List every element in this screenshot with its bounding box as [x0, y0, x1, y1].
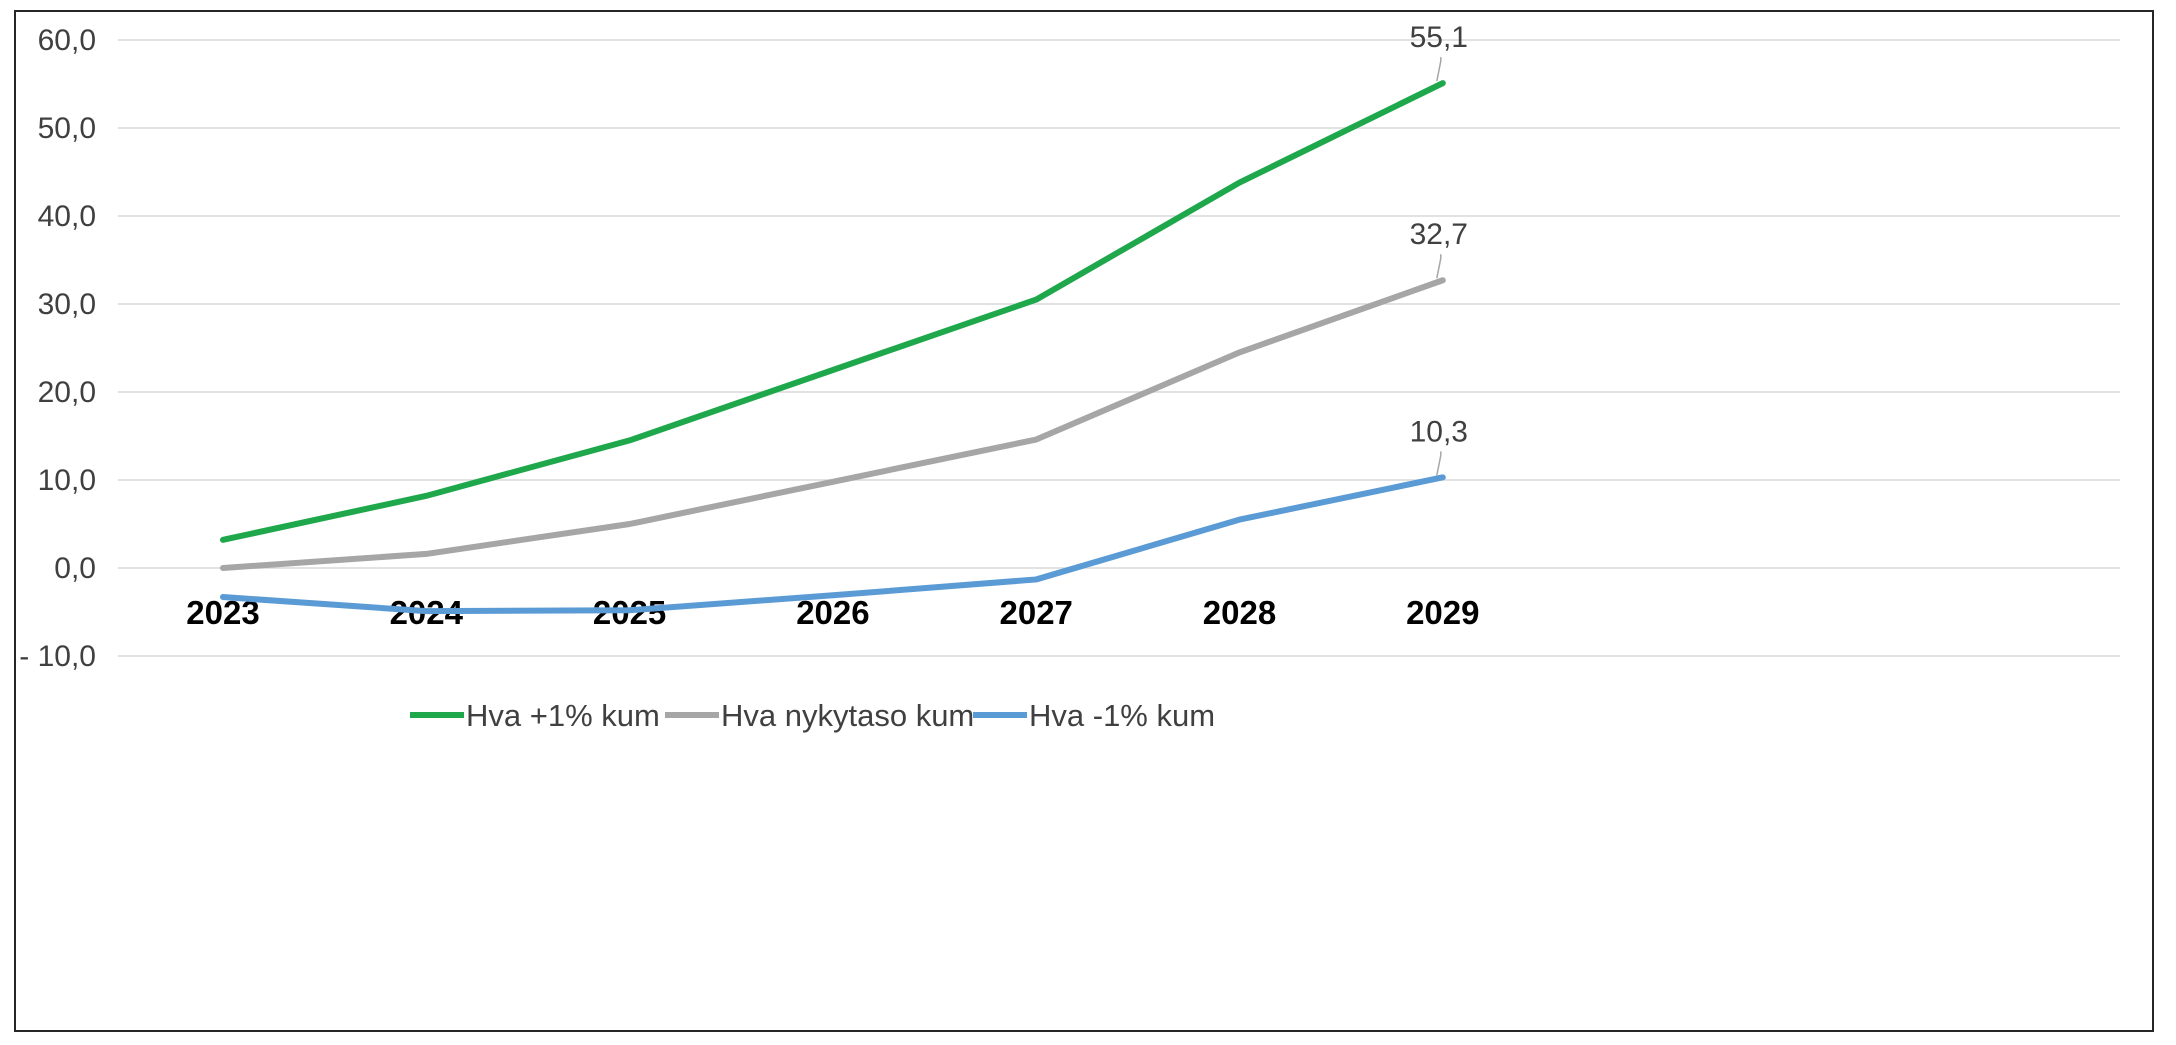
line-chart: 60,050,040,030,020,010,00,0- 10,0 2023 20…: [19, 21, 2120, 733]
y-tick-label: 40,0: [38, 200, 96, 233]
data-label-leader: [1436, 254, 1442, 279]
y-tick-label: 0,0: [54, 552, 96, 585]
series-line: [220, 80, 1446, 543]
data-label-leader: [1436, 57, 1442, 82]
y-tick-label: 60,0: [38, 24, 96, 57]
x-axis-ticks: 2023 2024 2025 2026 2027 2028 2029: [186, 594, 1479, 631]
data-label: 55,1: [1410, 21, 1468, 54]
chart-frame: 60,0 50,0 40,0 30,0 20,0 10,0 0,0- 10,0 2023 20…: [14, 10, 2154, 1032]
y-tick-label: 30,0: [38, 288, 96, 321]
legend: Hva +1% kum Hva nykytaso kum Hva -1% kum: [410, 698, 1215, 733]
series-line: [220, 277, 1446, 571]
y-tick-label: 20,0: [38, 376, 96, 409]
legend-label: Hva -1% kum: [1029, 698, 1215, 733]
x-tick-label: 2027: [999, 594, 1072, 631]
x-tick-label: 2028: [1203, 594, 1276, 631]
data-label: 32,7: [1410, 218, 1468, 251]
data-label-leader: [1436, 451, 1442, 476]
x-tick-label: 2026: [796, 594, 869, 631]
series-line: [220, 474, 1446, 615]
gridlines: [118, 39, 2120, 657]
legend-label: Hva +1% kum: [466, 698, 660, 733]
data-label: 10,3: [1410, 415, 1468, 448]
y-tick-label: 50,0: [38, 112, 96, 145]
data-labels: 55,1 32,7 10,3: [1410, 21, 1468, 476]
x-tick-label: 2029: [1406, 594, 1479, 631]
series-lines: [220, 80, 1446, 615]
y-tick-label: 10,0: [38, 464, 96, 497]
y-axis-ticks: 60,0 50,0 40,0 30,0 20,0 10,0 0,0 - 10,0: [19, 24, 96, 673]
legend-label: Hva nykytaso kum: [721, 698, 974, 733]
y-tick-label: - 10,0: [19, 640, 96, 673]
